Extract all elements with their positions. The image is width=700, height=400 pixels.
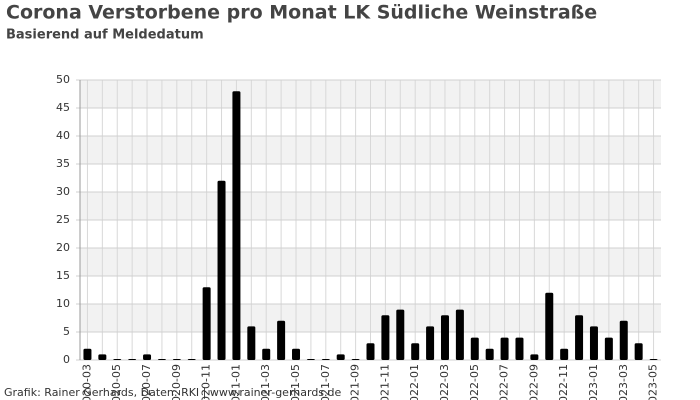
y-tick-label: 5	[63, 325, 70, 338]
x-tick-label: 2021-05	[289, 364, 302, 400]
chart-title: Corona Verstorbene pro Monat LK Südliche…	[6, 2, 597, 24]
bar	[440, 315, 449, 360]
x-tick-label: 2020-03	[80, 364, 93, 400]
x-tick-label: 2022-03	[438, 364, 451, 400]
x-tick-label: 2020-11	[200, 364, 213, 400]
bar	[143, 354, 152, 360]
bar	[634, 343, 643, 360]
bar	[172, 359, 181, 360]
bar	[575, 315, 584, 360]
bar	[366, 343, 375, 360]
x-tick-label: 2022-07	[498, 364, 511, 400]
bar	[485, 348, 494, 360]
x-tick-label: 2021-01	[229, 364, 242, 400]
x-tick-label: 2023-05	[647, 364, 660, 400]
bar	[262, 348, 271, 360]
bar	[500, 337, 509, 360]
y-tick-label: 40	[56, 129, 70, 142]
bar	[187, 359, 196, 360]
bar	[396, 309, 405, 360]
bar	[321, 359, 330, 360]
bar	[351, 359, 360, 360]
x-tick-label: 2021-03	[259, 364, 272, 400]
y-tick-label: 20	[56, 241, 70, 254]
x-tick-label: 2021-09	[349, 364, 362, 400]
bar	[589, 326, 598, 360]
bar	[381, 315, 390, 360]
bar	[426, 326, 435, 360]
x-tick-label: 2020-07	[140, 364, 153, 400]
bar	[470, 337, 479, 360]
bar	[336, 354, 345, 360]
bar	[217, 180, 226, 360]
bar	[649, 359, 658, 360]
bar	[619, 320, 628, 360]
bar	[247, 326, 256, 360]
bar	[515, 337, 524, 360]
x-tick-label: 2022-09	[527, 364, 540, 400]
x-tick-label: 2022-01	[408, 364, 421, 400]
x-tick-label: 2021-11	[378, 364, 391, 400]
footer: Grafik: Rainer Gerhards, Daten: RKI | ww…	[4, 386, 342, 399]
x-tick-label: 2023-01	[587, 364, 600, 400]
bar	[277, 320, 286, 360]
bar	[232, 91, 241, 360]
bar	[202, 287, 211, 360]
x-tick-label: 2022-11	[557, 364, 570, 400]
y-tick-label: 50	[56, 73, 70, 86]
bar	[560, 348, 569, 360]
x-tick-label: 2023-03	[617, 364, 630, 400]
y-tick-label: 15	[56, 269, 70, 282]
bar	[83, 348, 92, 360]
y-tick-label: 30	[56, 185, 70, 198]
x-tick-label: 2021-07	[319, 364, 332, 400]
x-tick-label: 2022-05	[468, 364, 481, 400]
x-tick-label: 2020-05	[110, 364, 123, 400]
bar	[545, 292, 554, 360]
bar	[98, 354, 107, 360]
bar	[292, 348, 301, 360]
bar	[455, 309, 464, 360]
y-tick-label: 0	[63, 353, 70, 366]
bar	[411, 343, 420, 360]
y-tick-label: 10	[56, 297, 70, 310]
chart-subtitle: Basierend auf Meldedatum	[6, 28, 204, 43]
bar	[306, 359, 315, 360]
bar	[113, 359, 122, 360]
x-tick-label: 2020-09	[170, 364, 183, 400]
y-tick-label: 25	[56, 213, 70, 226]
y-tick-label: 45	[56, 101, 70, 114]
bar	[157, 359, 166, 360]
bar	[530, 354, 539, 360]
y-tick-label: 35	[56, 157, 70, 170]
bar	[604, 337, 613, 360]
bar	[128, 359, 137, 360]
